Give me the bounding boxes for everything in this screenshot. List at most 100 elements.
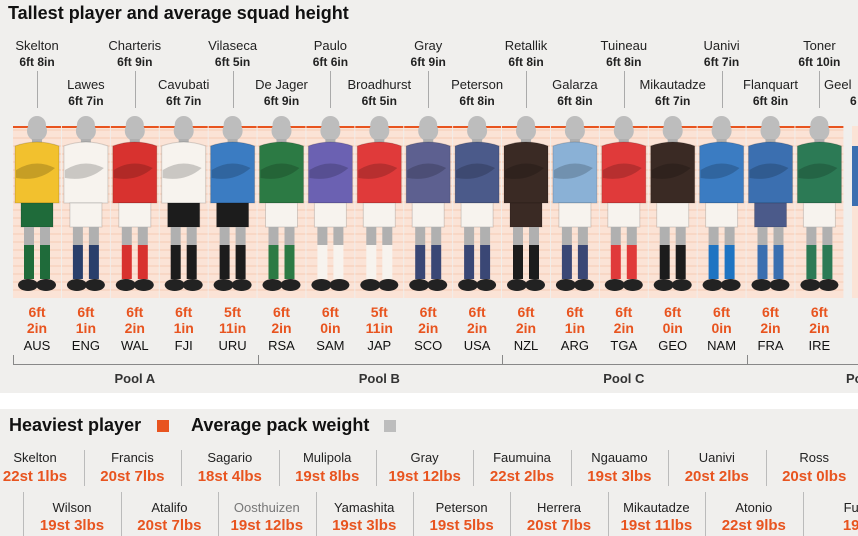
heaviest-player-weight: 19st 5lbs bbox=[429, 517, 494, 534]
tallest-player-name: Paulo bbox=[313, 38, 348, 53]
player-leg bbox=[415, 227, 426, 245]
player-sock bbox=[675, 245, 686, 279]
avg-height-in: 1in bbox=[564, 320, 585, 336]
player-leg bbox=[219, 227, 230, 245]
tallest-player-height: 6ft 8in bbox=[752, 94, 789, 108]
average-legend-swatch bbox=[384, 420, 396, 432]
player-shorts bbox=[607, 202, 641, 228]
player-boot bbox=[720, 279, 741, 291]
team-code: FJI bbox=[174, 338, 193, 353]
heaviest-player-weight: 20st 7lbs bbox=[526, 517, 592, 534]
player-arms bbox=[113, 163, 153, 179]
player-boot bbox=[476, 279, 497, 291]
heaviest-player-name: Faumuina bbox=[493, 450, 551, 465]
weight-panel bbox=[0, 409, 858, 536]
player-shorts bbox=[167, 202, 201, 228]
player-arms bbox=[64, 163, 104, 179]
tallest-player-height: 6ft 8in bbox=[606, 55, 642, 69]
tallest-player-name: Toner bbox=[803, 38, 836, 53]
player-jersey bbox=[699, 141, 745, 204]
player-boot bbox=[84, 279, 105, 291]
player-leg bbox=[822, 227, 833, 245]
pool-bracket bbox=[502, 355, 748, 365]
heaviest-player-weight: 20st 2lbs bbox=[684, 468, 749, 485]
tallest-player-height: 6ft 7in bbox=[166, 94, 202, 108]
player-sock bbox=[219, 245, 230, 279]
player-sock bbox=[186, 245, 197, 279]
avg-height-in: 11in bbox=[365, 320, 393, 336]
player-leg bbox=[40, 227, 50, 245]
player-sock bbox=[235, 245, 246, 279]
player-boot bbox=[164, 279, 185, 291]
player-arms bbox=[553, 163, 593, 179]
avg-height-ft: 6ft bbox=[77, 304, 95, 320]
player-sock bbox=[333, 245, 344, 279]
weight-separator bbox=[412, 492, 414, 536]
team-code: GEO bbox=[658, 338, 688, 353]
heaviest-player-weight: 19st 12lbs bbox=[230, 517, 304, 534]
player-boot bbox=[555, 279, 576, 291]
player-head bbox=[662, 121, 683, 141]
team-code: WAL bbox=[120, 338, 149, 353]
player-leg bbox=[333, 227, 344, 245]
player-arms bbox=[651, 163, 691, 179]
avg-height-ft: 6ft bbox=[126, 304, 144, 320]
player-leg bbox=[137, 227, 148, 245]
avg-height-ft: 6ft bbox=[175, 304, 193, 320]
player-sock bbox=[724, 245, 735, 279]
player-jersey bbox=[356, 141, 402, 204]
weight-separator bbox=[315, 492, 317, 536]
weight-separator bbox=[802, 492, 804, 536]
player-jersey bbox=[210, 141, 256, 204]
tallest-player-height: 6ft 7in bbox=[703, 55, 740, 69]
label-leader-line bbox=[819, 71, 821, 108]
avg-height-ft: 6ft bbox=[566, 304, 584, 320]
player-leg bbox=[170, 227, 181, 245]
heaviest-player-name: Mikautadze bbox=[623, 500, 690, 515]
tallest-player-name: Uanivi bbox=[703, 38, 740, 53]
team-code: USA bbox=[463, 338, 491, 353]
player-arms bbox=[700, 163, 740, 179]
player-leg bbox=[806, 227, 817, 245]
player-shorts bbox=[362, 202, 396, 228]
avg-height-in: 1in bbox=[173, 320, 194, 336]
player-arms bbox=[505, 163, 544, 179]
team-code: NAM bbox=[707, 338, 737, 353]
heaviest-player-name: Gray bbox=[410, 450, 439, 465]
player-jersey bbox=[405, 141, 451, 204]
label-leader-line bbox=[330, 71, 332, 108]
team-code: IRE bbox=[808, 338, 831, 353]
label-leader-line bbox=[428, 71, 430, 108]
heaviest-title: Heaviest player bbox=[9, 415, 142, 435]
team-code: ENG bbox=[71, 338, 100, 353]
team-code: RSA bbox=[268, 338, 295, 353]
player-arms bbox=[602, 163, 642, 179]
tallest-player-height: 6ft 8in bbox=[508, 55, 544, 69]
player-boot bbox=[573, 279, 594, 291]
avg-height-ft: 5ft bbox=[370, 304, 388, 320]
player-boot bbox=[525, 279, 545, 291]
heaviest-player-name: Ross bbox=[799, 450, 829, 465]
player-arms bbox=[16, 163, 55, 179]
label-leader-line bbox=[526, 71, 527, 108]
player-jersey bbox=[650, 141, 696, 204]
tallest-player-name: Vilaseca bbox=[208, 38, 258, 53]
tallest-player-name: Retallik bbox=[504, 38, 548, 53]
player-boot bbox=[133, 279, 154, 291]
player-jersey bbox=[552, 141, 598, 204]
avg-height-ft: 6ft bbox=[713, 304, 731, 320]
player-shorts bbox=[411, 202, 445, 228]
heaviest-player-weight: 22st 2lbs bbox=[489, 468, 555, 485]
heaviest-player-name: Fu bbox=[843, 500, 858, 515]
player-boot bbox=[280, 279, 301, 291]
player-arms bbox=[456, 163, 496, 179]
player-leg bbox=[268, 227, 279, 245]
player-jersey bbox=[63, 141, 109, 204]
avg-height-in: 2in bbox=[124, 320, 145, 336]
player-arms bbox=[358, 163, 398, 179]
heaviest-player-weight: 19st 3lbs bbox=[332, 517, 397, 534]
player-sock bbox=[659, 245, 670, 279]
player-head bbox=[320, 121, 341, 141]
heaviest-legend-swatch bbox=[157, 420, 169, 432]
avg-height-in: 2in bbox=[613, 320, 634, 336]
